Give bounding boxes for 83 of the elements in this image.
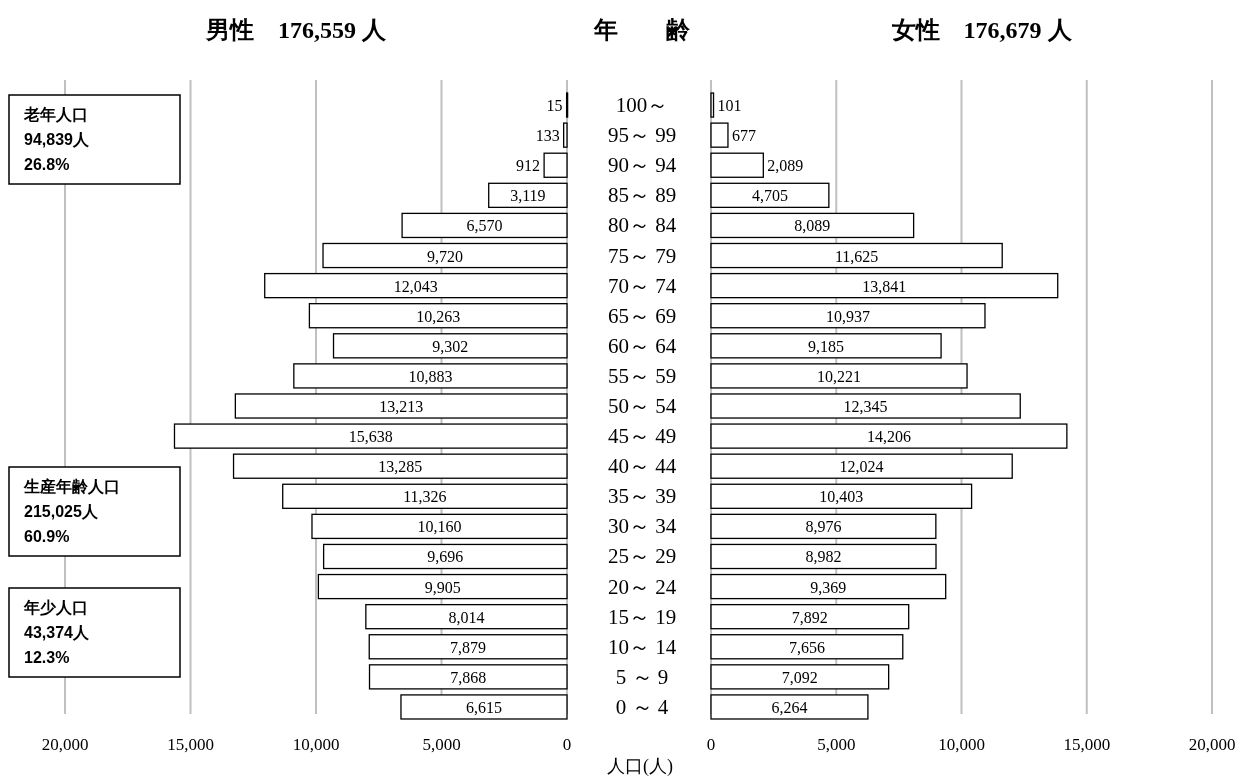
data-label: 9,905 [424,578,461,596]
x-tick-label: 10,000 [938,735,985,754]
data-label: 9,696 [427,548,464,566]
data-label: 10,263 [416,307,461,325]
data-label: 912 [516,157,541,175]
x-tick-label: 5,000 [817,735,856,754]
y-tick-label: 60～ 64 [607,333,677,358]
y-tick-label: 25～ 29 [607,544,677,569]
data-label: 8,014 [448,608,485,626]
data-label: 13,285 [378,458,423,476]
data-label: 101 [717,97,742,115]
data-label: 7,868 [450,668,487,686]
x-tick-label: 15,000 [167,735,214,754]
data-label: 9,185 [808,337,845,355]
data-label: 12,345 [843,398,888,415]
data-label: 13,213 [379,398,424,415]
y-tick-label: 70～ 74 [607,273,677,298]
data-label: 15,638 [348,428,393,446]
data-label: 8,982 [805,548,842,566]
x-tick-label: 20,000 [41,735,89,754]
data-label: 10,160 [417,518,462,536]
data-label: 15 [546,97,563,115]
chart-title: 女性 176,679 人 [890,17,1073,43]
y-tick-label: 80～ 84 [607,213,677,238]
x-tick-label: 15,000 [1063,735,1111,754]
y-tick-label: 15～ 19 [607,604,677,629]
x-tick-label: 0 [706,735,716,754]
y-tick-label: 30～ 34 [607,514,677,539]
data-label: 10,937 [825,307,870,325]
y-axis-title: 年 齢 [593,17,691,43]
data-label: 7,092 [781,668,818,686]
data-label: 9,720 [427,247,464,265]
data-label: 9,302 [432,337,469,355]
y-tick-label: 45～ 49 [607,424,677,449]
data-label: 677 [731,127,756,145]
data-label: 9,369 [810,578,847,596]
data-label: 13,841 [862,277,907,295]
data-label: 6,615 [465,698,502,716]
data-label: 10,883 [408,367,453,385]
y-tick-label: 65～ 69 [607,303,677,328]
y-tick-label: 5 ～ 9 [615,664,669,689]
y-tick-label: 50～ 54 [607,394,677,418]
data-label: 8,976 [805,518,842,536]
data-label: 7,879 [450,638,487,656]
annotation: 老年人口 94,839人 26.8% [23,106,90,173]
annotation: 生産年齢人口 215,025人 60.9% [8,466,181,557]
y-tick-label: 75～ 79 [607,243,677,268]
data-label: 7,892 [791,608,828,626]
y-tick-label: 0 ～ 4 [615,694,669,719]
y-tick-label: 10～ 14 [607,634,677,659]
data-label: 2,089 [767,157,804,175]
data-label: 10,221 [817,367,862,385]
data-label: 6,570 [466,217,503,235]
y-tick-label: 40～ 44 [607,454,677,479]
annotation: 生産年齢人口 215,025人 60.9% [23,477,120,545]
annotation: 年少人口 43,374人 12.3% [23,599,90,666]
data-label: 12,024 [839,458,884,476]
x-axis-title: 人口(人) [607,756,673,777]
y-tick-label: 100～ [615,93,669,118]
data-label: 133 [535,127,560,145]
annotation: 年少人口 43,374人 12.3% [8,587,181,678]
x-tick-label: 5,000 [422,735,461,754]
x-tick-label: 10,000 [292,735,340,754]
data-label: 7,656 [788,638,825,656]
data-label: 3,119 [510,187,546,205]
chart-title: 男性 176,559 人 [205,17,387,43]
data-label: 14,206 [866,428,911,446]
data-label: 11,625 [834,247,879,265]
y-tick-label: 90～ 94 [607,153,677,178]
data-label: 12,043 [393,277,438,295]
y-tick-label: 55～ 59 [607,363,677,388]
x-tick-label: 20,000 [1188,735,1236,754]
data-label: 11,326 [403,488,447,506]
y-tick-label: 95～ 99 [607,123,677,148]
y-tick-label: 20～ 24 [607,574,677,599]
data-label: 4,705 [751,187,788,205]
annotation: 老年人口 94,839人 26.8% [8,94,181,185]
data-label: 10,403 [819,488,864,506]
x-tick-label: 0 [562,735,572,754]
data-label: 8,089 [794,217,831,235]
data-label: 6,264 [771,698,808,716]
y-tick-label: 85～ 89 [607,183,677,208]
y-tick-label: 35～ 39 [607,484,677,509]
